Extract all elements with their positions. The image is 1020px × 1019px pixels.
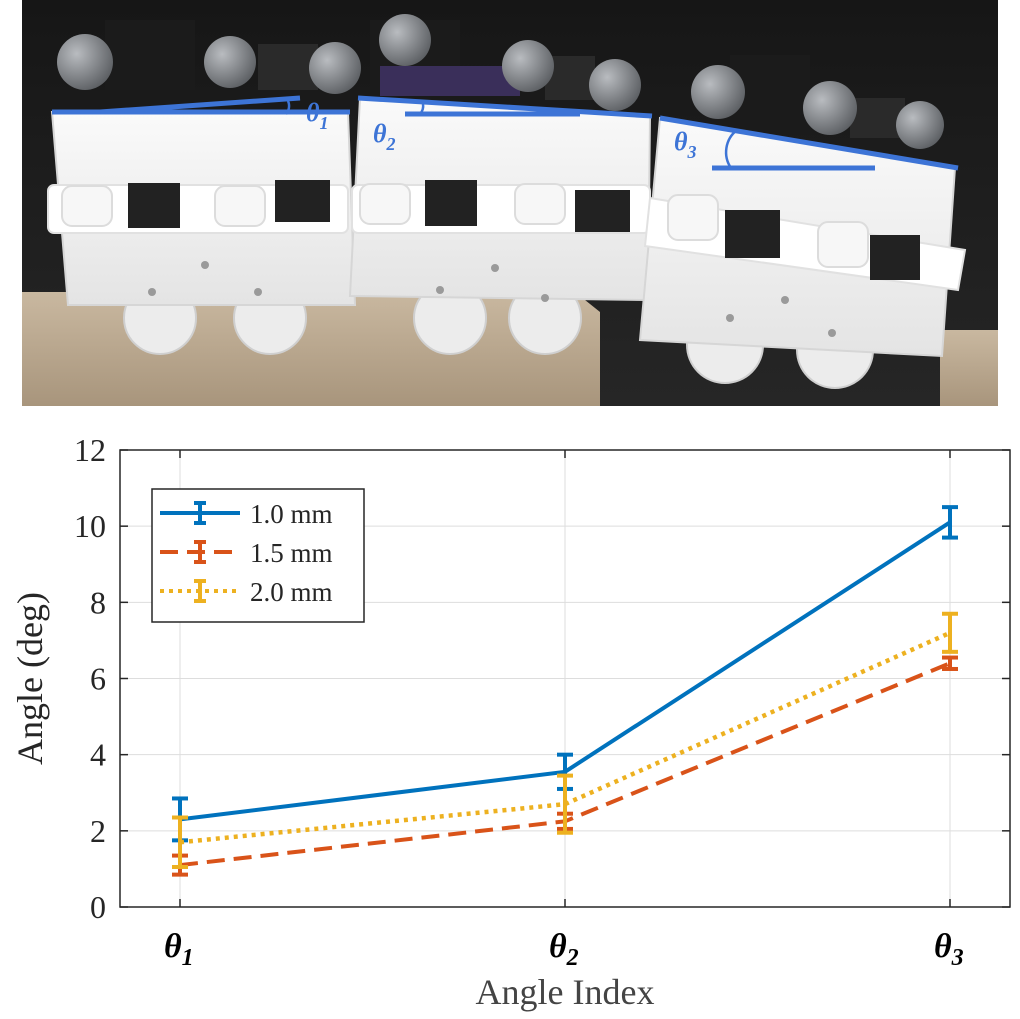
x-tick-label: θ2 (549, 928, 579, 971)
y-tick-label: 2 (90, 813, 106, 849)
legend: 1.0 mm 1.5 mm 2.0 mm (152, 489, 364, 622)
x-tick-label: θ1 (164, 928, 194, 971)
y-tick-label: 4 (90, 737, 106, 773)
legend-label: 1.0 mm (250, 499, 333, 529)
y-tick-label: 8 (90, 584, 106, 620)
x-tick-label: θ3 (934, 928, 964, 971)
robot-photo: θ1 θ2 θ3 (0, 0, 1020, 410)
y-tick-label: 6 (90, 661, 106, 697)
y-tick-label: 0 (90, 889, 106, 925)
y-axis-label: Angle (deg) (10, 592, 50, 765)
y-tick-label: 10 (74, 508, 106, 544)
step-floor (940, 330, 998, 406)
robot-photo-illustration: θ1 θ2 θ3 (0, 0, 1020, 410)
x-axis-label: Angle Index (476, 972, 655, 1012)
y-tick-label: 12 (74, 432, 106, 468)
legend-label: 1.5 mm (250, 538, 333, 568)
legend-label: 2.0 mm (250, 577, 333, 607)
